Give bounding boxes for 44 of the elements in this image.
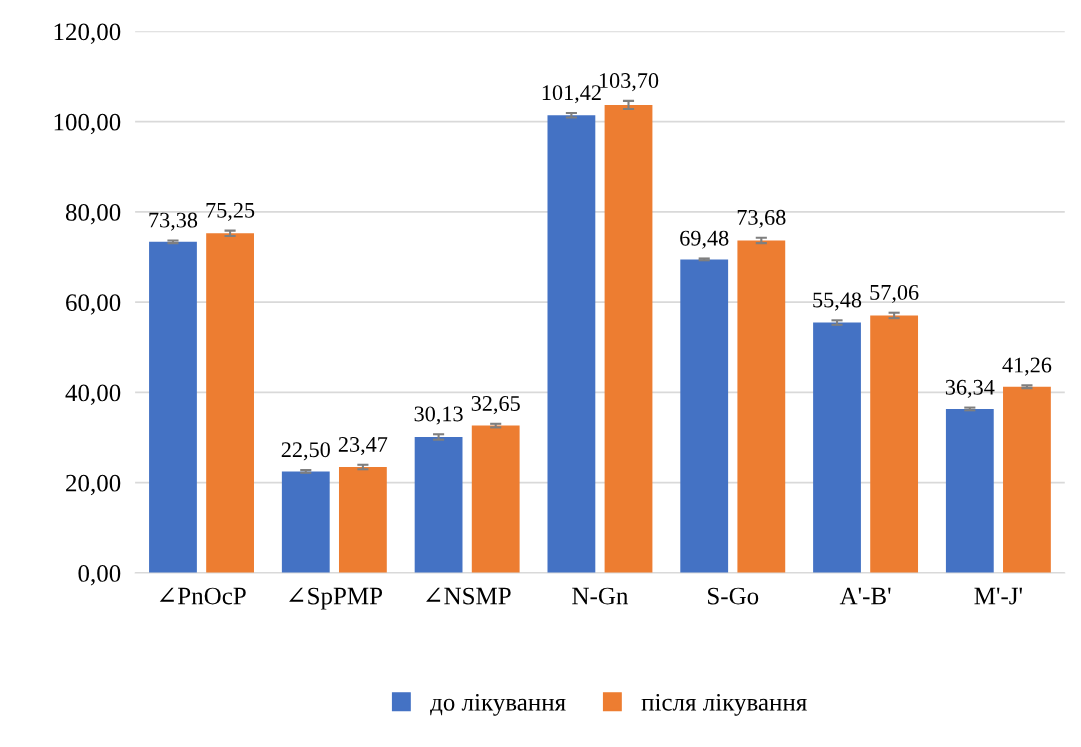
- x-tick-label: ∠PnOcP: [159, 587, 246, 605]
- bar: [945, 408, 994, 573]
- bar: [870, 315, 919, 573]
- legend-label: до лікування: [430, 693, 566, 716]
- y-tick-label: 40,00: [65, 384, 121, 405]
- y-tick-label: 120,00: [54, 23, 121, 44]
- y-tick-label: 20,00: [66, 474, 121, 496]
- bar: [604, 104, 653, 573]
- data-label: 69,48: [680, 230, 729, 249]
- y-tick-label: 60,00: [66, 294, 121, 315]
- x-tick-label: N-Gn: [572, 587, 629, 605]
- bar: [414, 436, 463, 573]
- data-label: 36,34: [945, 379, 995, 398]
- data-label: 41,26: [1002, 357, 1052, 376]
- x-tick-label: S-Go: [708, 587, 759, 605]
- bar: [680, 259, 729, 573]
- data-label: 32,65: [471, 396, 520, 415]
- bar: [547, 115, 596, 573]
- bar: [281, 471, 330, 573]
- bar: [1003, 386, 1051, 573]
- y-tick-label: 100,00: [54, 113, 121, 135]
- bar: [737, 240, 786, 573]
- x-tick-label: ∠SpPMP: [289, 587, 383, 610]
- bar: [149, 241, 197, 573]
- data-label: 55,48: [813, 292, 862, 311]
- data-label: 22,50: [281, 442, 330, 461]
- bar: [206, 233, 254, 573]
- data-label: 57,06: [870, 284, 919, 304]
- x-tick-label: A'-B': [839, 587, 891, 605]
- data-label: 103,70: [599, 73, 659, 92]
- x-tick-label: ∠NSMP: [426, 587, 511, 605]
- data-label: 73,68: [737, 209, 786, 229]
- legend-label: після лікування: [641, 693, 807, 716]
- bar: [338, 467, 387, 573]
- data-label: 101,42: [542, 85, 601, 104]
- bar: [813, 322, 861, 573]
- data-label: 73,38: [149, 212, 198, 231]
- y-tick-label: 80,00: [65, 203, 121, 225]
- y-tick-label: 0,00: [78, 565, 121, 586]
- bar: [471, 425, 520, 573]
- data-label: 75,25: [206, 202, 255, 221]
- data-label: 30,13: [414, 406, 463, 425]
- x-tick-label: M'-J': [974, 587, 1022, 605]
- data-label: 23,47: [338, 436, 388, 456]
